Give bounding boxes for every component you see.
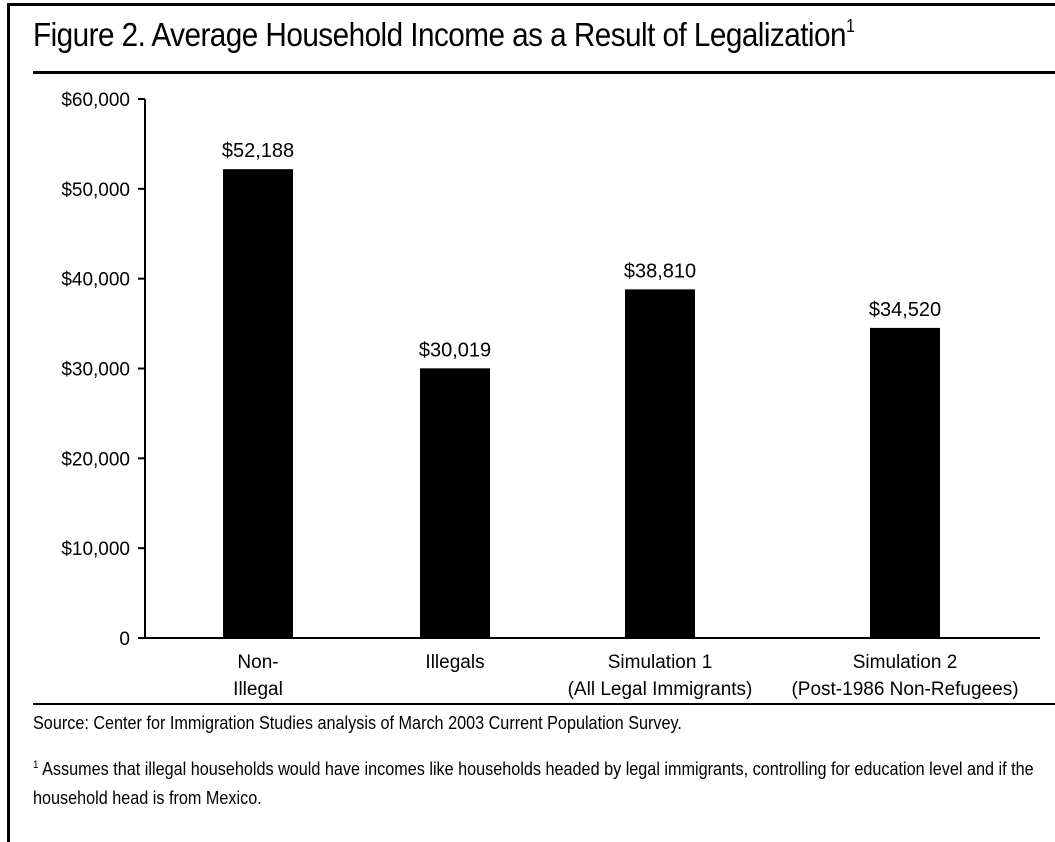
chart-bottom-rule xyxy=(33,703,1055,705)
category-label: (All Legal Immigrants) xyxy=(568,679,753,700)
category-label: Simulation 1 xyxy=(608,652,713,673)
bar xyxy=(420,368,490,638)
category-label: (Post-1986 Non-Refugees) xyxy=(791,679,1018,700)
bar-chart: 0 $10,000 $20,000 $30,000 $40,000 $50,000 $60,… xyxy=(61,90,1040,700)
source-note: Source: Center for Immigration Studies a… xyxy=(33,713,682,733)
footnote: 1 Assumes that illegal households would … xyxy=(33,751,1041,813)
footnote-text: Assumes that illegal households would ha… xyxy=(33,759,1034,808)
data-label: $38,810 xyxy=(624,260,696,282)
y-tick-label: $10,000 xyxy=(61,539,130,560)
y-tick-label: $30,000 xyxy=(61,360,130,381)
y-tick-label: 0 xyxy=(119,629,130,650)
bar xyxy=(625,289,695,638)
frame-top-border xyxy=(7,3,1055,6)
figure-title: Figure 2. Average Household Income as a … xyxy=(33,16,855,54)
figure-title-superscript: 1 xyxy=(845,16,855,36)
data-label: $34,520 xyxy=(869,299,941,321)
footnote-marker: 1 xyxy=(33,759,39,771)
y-tick-label: $20,000 xyxy=(61,449,130,470)
data-label: $52,188 xyxy=(222,140,294,162)
frame-left-border xyxy=(7,3,10,842)
bar xyxy=(870,327,940,638)
category-label: Non- xyxy=(237,652,278,673)
y-tick-label: $40,000 xyxy=(61,270,130,291)
y-tick-label: $60,000 xyxy=(61,90,130,111)
bar xyxy=(223,169,293,638)
category-label: Illegal xyxy=(233,679,283,700)
category-label: Simulation 2 xyxy=(853,652,958,673)
category-label: Illegals xyxy=(425,652,484,673)
figure-title-text: Figure 2. Average Household Income as a … xyxy=(33,16,846,53)
data-label: $30,019 xyxy=(419,339,491,361)
title-rule xyxy=(33,71,1055,74)
y-tick-label: $50,000 xyxy=(61,180,130,201)
